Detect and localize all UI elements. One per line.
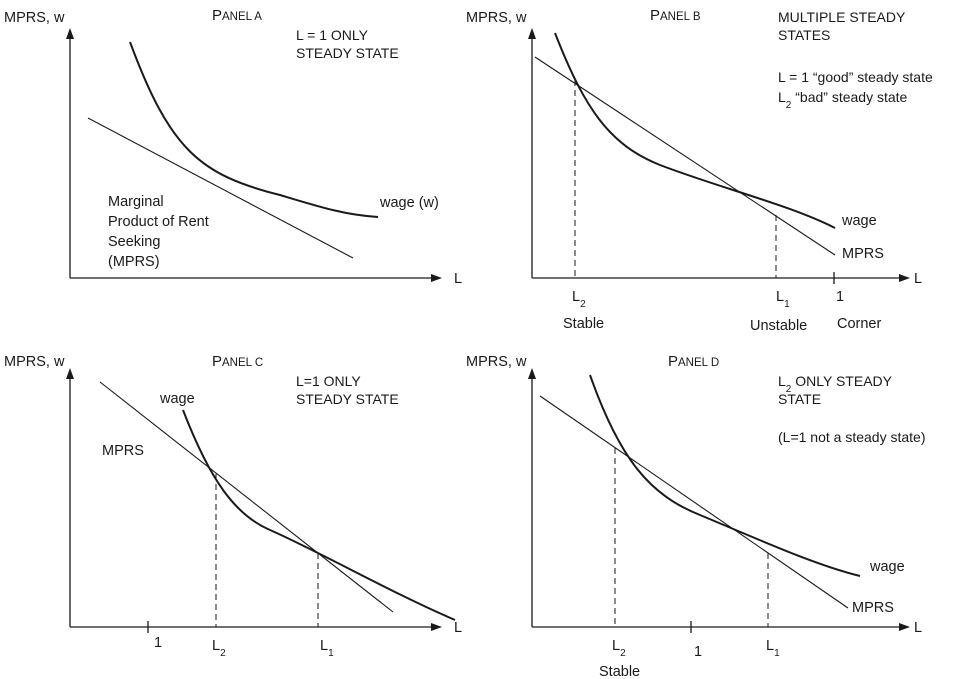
panel-c-mprs-line [99, 381, 394, 613]
panel-b-tick-l1: L1 [776, 289, 790, 310]
panel-b-mprs-line [534, 56, 836, 256]
panel-b: MPRS, w L PANEL B MULTIPLE STEADY STATES… [466, 7, 933, 334]
panel-a-title: PANEL A [212, 7, 262, 24]
panel-c-mprs-label: MPRS [102, 443, 144, 459]
panel-a-mprs-label-line4: (MPRS) [108, 254, 160, 270]
panel-c-note-line2: STEADY STATE [296, 391, 399, 407]
panel-c-tick-l1: L1 [320, 638, 334, 659]
panel-d-tick-one-label: 1 [694, 644, 702, 660]
panel-b-note-line1: MULTIPLE STEADY [778, 9, 906, 25]
panel-a: MPRS, w L PANEL A L = 1 ONLY STEADY STAT… [4, 7, 462, 287]
panel-b-x-axis-label: L [914, 271, 922, 287]
panel-a-y-axis-label: MPRS, w [4, 10, 65, 26]
panel-b-unstable-label: Unstable [750, 318, 807, 334]
panel-d-note-line2: STATE [778, 391, 821, 407]
panel-a-x-axis-label: L [454, 271, 462, 287]
panel-d-wage-curve [589, 374, 861, 577]
panel-c-x-axis-label: L [454, 620, 462, 636]
panel-a-note-line2: STEADY STATE [296, 45, 399, 61]
panel-b-title: PANEL B [650, 7, 701, 24]
panel-d-note-line3: (L=1 not a steady state) [778, 429, 925, 445]
panel-c-y-axis-label: MPRS, w [4, 354, 65, 370]
panel-a-note-line1: L = 1 ONLY [296, 27, 369, 43]
panel-c-note-line1: L=1 ONLY [296, 373, 361, 389]
panel-a-wage-label: wage (w) [379, 195, 439, 211]
panel-c-wage-label: wage [159, 391, 195, 407]
panel-a-mprs-label-line3: Seeking [108, 234, 160, 250]
panel-b-corner-label: Corner [837, 316, 881, 332]
panel-a-mprs-label-line2: Product of Rent [108, 214, 209, 230]
panel-d-stable-label: Stable [599, 664, 640, 679]
panel-c-title: PANEL C [212, 353, 263, 370]
panel-d-mprs-line [539, 395, 849, 609]
panel-d-tick-l1: L1 [766, 638, 780, 659]
panel-a-wage-curve [129, 41, 379, 218]
panel-d-mprs-label: MPRS [852, 600, 894, 616]
panel-b-mprs-label: MPRS [842, 246, 884, 262]
panel-d-tick-l2: L2 [612, 638, 626, 659]
panel-b-stable-label: Stable [563, 316, 604, 332]
panel-a-mprs-line [87, 117, 354, 259]
panel-c-x-arrow [431, 623, 442, 631]
panel-d-y-arrow [528, 368, 536, 379]
panel-d-x-axis-label: L [914, 620, 922, 636]
panel-d: MPRS, w L PANEL D L2 ONLY STEADY STATE (… [466, 353, 925, 679]
panel-b-bad-steady-state: L2 “bad” steady state [778, 89, 908, 111]
panel-b-wage-curve [554, 32, 836, 229]
panel-a-x-arrow [431, 274, 442, 282]
panel-d-x-arrow [899, 623, 910, 631]
panel-a-y-arrow [66, 28, 74, 39]
panel-b-tick-l2: L2 [572, 289, 586, 310]
panel-d-note-line1: L2 ONLY STEADY [778, 373, 893, 395]
panel-b-x-arrow [899, 274, 910, 282]
panel-b-y-axis-label: MPRS, w [466, 10, 527, 26]
panel-d-title: PANEL D [668, 353, 719, 370]
panel-c-tick-l2: L2 [212, 638, 226, 659]
panel-b-tick-one-label: 1 [836, 289, 844, 305]
panel-d-wage-label: wage [869, 559, 905, 575]
panel-c-y-arrow [66, 368, 74, 379]
panel-c: MPRS, w L PANEL C L=1 ONLY STEADY STATE … [4, 353, 462, 659]
panel-d-y-axis-label: MPRS, w [466, 354, 527, 370]
panel-a-mprs-label-line1: Marginal [108, 194, 164, 210]
panel-b-y-arrow [528, 28, 536, 39]
panel-b-wage-label: wage [841, 213, 877, 229]
panel-b-good-steady-state: L = 1 “good” steady state [778, 69, 933, 85]
panel-c-tick-one-label: 1 [154, 635, 162, 651]
panel-b-note-line2: STATES [778, 27, 830, 43]
panel-c-wage-curve [182, 409, 456, 621]
